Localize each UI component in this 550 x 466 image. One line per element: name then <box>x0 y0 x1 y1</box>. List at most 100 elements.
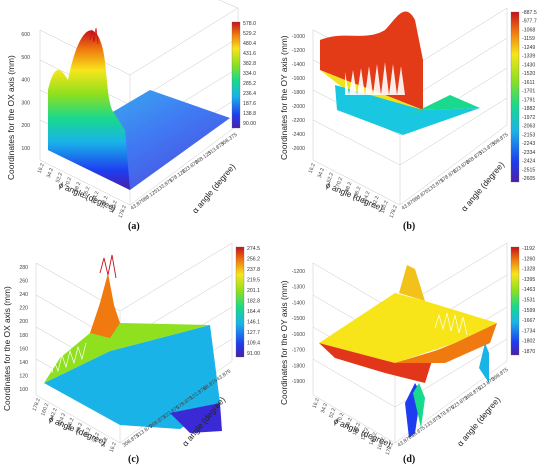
colorbar-tick-label: -1611 <box>522 80 535 86</box>
z-axis-label-d: Coordinates for the OY axis (mm) <box>279 280 289 405</box>
x-tick-label: 160.2 <box>380 200 390 214</box>
z-tick-label: 200 <box>21 123 30 129</box>
z-tick-label: 100 <box>21 146 30 152</box>
colorbar-tick-label: -1395 <box>522 277 535 283</box>
x-tick-label: 142.2 <box>371 195 381 209</box>
z-tick-label: 240 <box>19 292 28 298</box>
z-tick-label: 500 <box>21 55 30 61</box>
y-tick-label: 43.875 <box>216 369 233 383</box>
x-ticks-a: 16.2 34.2 52.2 70.2 88.2 106.2 124.2 142.2 160.2… <box>37 163 128 219</box>
x-tick-label: 178.2 <box>32 398 42 412</box>
colorbar-tick-label: 109.4 <box>247 341 260 347</box>
y-axis-label-a: α angle (degree) <box>190 161 237 215</box>
z-axis-label-a: Coordinates for the OX axis (mm) <box>6 55 16 180</box>
colorbar-tick-label: -1068 <box>522 27 535 33</box>
z-tick-label: -2200 <box>292 118 305 124</box>
z-tick-label: -1600 <box>292 332 305 338</box>
z-tick-label: -1200 <box>292 48 305 54</box>
colorbar-tick-label: -977.7 <box>522 19 537 25</box>
x-tick-label: 178.2 <box>389 205 399 219</box>
colorbar-tick-label: 334.0 <box>243 71 256 77</box>
colorbar-a: 578.0 529.2 480.4 431.6 382.8 334.0 285.2 236.4… <box>231 21 256 129</box>
y-tick-label: 43.875 <box>130 198 147 212</box>
colorbar-tick-label: -1882 <box>522 106 535 112</box>
surface-c <box>44 254 222 433</box>
y-tick-label: 88.875 <box>414 188 431 202</box>
x-tick-label: 142.2 <box>100 195 110 209</box>
colorbar-tick-label: -2243 <box>522 141 535 147</box>
colorbar-tick-label: -1667 <box>522 318 535 324</box>
colorbar-tick-label: 201.1 <box>247 288 260 294</box>
z-tick-label: -1400 <box>292 300 305 306</box>
x-tick-label: 106.2 <box>352 186 362 200</box>
x-tick-label: 106.2 <box>66 417 76 431</box>
colorbar-tick-label: 146.1 <box>247 320 260 326</box>
panel-c: 280 260 240 220 200 180 160 140 120 100 178.2 160.… <box>0 233 275 466</box>
x-tick-label: 124.2 <box>361 191 371 205</box>
x-tick-label: 160.2 <box>109 200 119 214</box>
colorbar-tick-label: 219.5 <box>247 278 260 284</box>
colorbar-tick-label: -1802 <box>522 339 535 345</box>
colorbar-tick-label: -1249 <box>522 45 535 51</box>
x-tick-label: 70.2 <box>83 427 92 439</box>
z-tick-label: -2600 <box>292 146 305 152</box>
x-ticks-d: 16.2 34.2 52.2 70.2 88.2106.2124.2142.2160.2… <box>312 398 395 456</box>
colorbar-tick-label: 285.2 <box>243 81 256 87</box>
colorbar-b: -887.5 -977.7 -1068 -1159 -1249 -1339 -1430 -15… <box>510 10 537 183</box>
z-ticks-b: -1000 -1200 -1400 -1600 -1800 -2000 -2200 -2400… <box>292 34 305 152</box>
z-tick-label: 180 <box>19 333 28 339</box>
colorbar-tick-label: -1260 <box>522 256 535 262</box>
panel-a: 600 500 400 300 200 100 16.2 34.2 52.2 70.2 88.2 1… <box>0 0 275 233</box>
x-tick-label: 124.2 <box>90 191 100 205</box>
x-tick-label: 88.2 <box>73 181 82 193</box>
x-tick-label: 34.2 <box>317 167 326 179</box>
colorbar-tick-label: -1701 <box>522 89 535 95</box>
z-tick-label: -1400 <box>292 62 305 68</box>
y-tick-label: 43.875 <box>397 435 414 449</box>
colorbar-tick-label: -1599 <box>522 308 535 314</box>
z-ticks-c: 280 260 240 220 200 180 160 140 120 100 <box>19 265 28 393</box>
z-tick-label: 140 <box>19 360 28 366</box>
x-tick-label: 160.2 <box>40 402 50 416</box>
z-axis-label-b: Coordinates for the OY axis (mm) <box>279 35 289 160</box>
x-tick-label: 34.2 <box>46 167 55 179</box>
x-tick-label: 16.2 <box>37 163 46 175</box>
z-tick-label: -1700 <box>292 348 305 354</box>
x-tick-label: 106.2 <box>81 186 91 200</box>
z-tick-label: -1000 <box>292 34 305 40</box>
colorbar-tick-label: -1972 <box>522 115 535 121</box>
colorbar-tick-label: -2153 <box>522 132 535 138</box>
x-tick-label: 52.2 <box>55 172 64 184</box>
x-tick-label: 106.2 <box>352 422 362 436</box>
colorbar-d: -1192 -1260 -1328 -1395 -1463 -1531 -1599 -1667… <box>510 246 535 356</box>
x-tick-label: 70.2 <box>64 177 73 189</box>
z-tick-label: -1900 <box>292 379 305 385</box>
z-tick-label: -1300 <box>292 285 305 291</box>
panel-label-d: (d) <box>403 454 415 465</box>
colorbar-tick-label: -1870 <box>522 349 535 355</box>
colorbar-tick-label: -2424 <box>522 159 535 165</box>
x-tick-label: 16.2 <box>308 163 317 175</box>
z-tick-label: 280 <box>19 265 28 271</box>
z-ticks-d: -1200 -1300 -1400 -1500 -1600 -1700 -1800 -1900 <box>292 269 305 385</box>
x-tick-label: 142.2 <box>49 407 59 421</box>
y-tick-label: 133.875 <box>155 178 174 194</box>
x-tick-label: 160.2 <box>377 437 387 451</box>
colorbar-tick-label: 91.00 <box>247 351 260 357</box>
x-tick-label: 52.2 <box>326 172 335 184</box>
colorbar-tick-label: 127.7 <box>247 330 260 336</box>
colorbar-tick-label: 236.4 <box>243 91 256 97</box>
x-tick-label: 142.2 <box>368 432 378 446</box>
colorbar-tick-label: 182.8 <box>247 299 260 305</box>
z-tick-label: -2400 <box>292 132 305 138</box>
y-tick-label: 43.875 <box>401 198 418 212</box>
x-tick-label: 124.2 <box>360 427 370 441</box>
colorbar-tick-label: 237.8 <box>247 267 260 273</box>
colorbar-tick-label: -2515 <box>522 167 535 173</box>
panel-label-a: (a) <box>128 221 140 232</box>
colorbar-tick-label: 431.6 <box>243 51 256 57</box>
colorbar-tick-label: 578.0 <box>243 21 256 27</box>
z-tick-label: 120 <box>19 373 28 379</box>
colorbar-tick-label: -1791 <box>522 97 535 103</box>
